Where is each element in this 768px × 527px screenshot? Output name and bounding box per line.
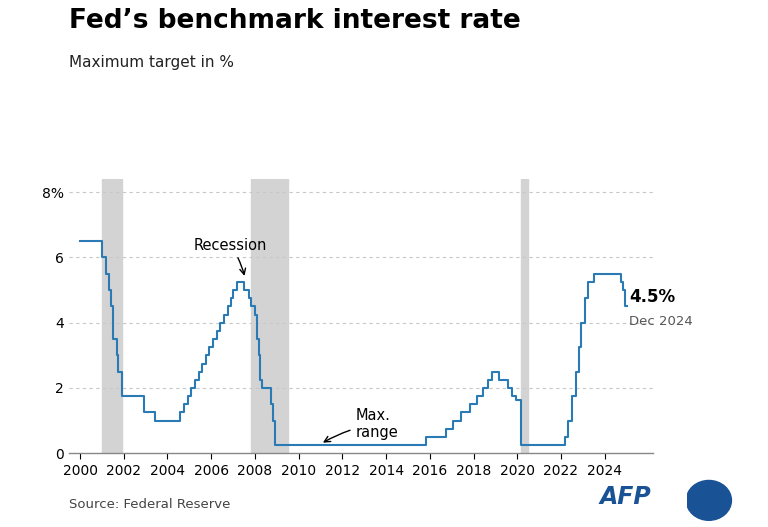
Text: 4.5%: 4.5% bbox=[629, 288, 675, 306]
Text: Source: Federal Reserve: Source: Federal Reserve bbox=[69, 498, 230, 511]
Text: AFP: AFP bbox=[599, 484, 650, 509]
Text: Max.
range: Max. range bbox=[324, 407, 399, 442]
Text: Recession: Recession bbox=[194, 238, 267, 275]
Bar bbox=[521, 179, 528, 453]
Circle shape bbox=[687, 481, 731, 520]
Text: Dec 2024: Dec 2024 bbox=[629, 315, 693, 328]
Text: Maximum target in %: Maximum target in % bbox=[69, 55, 234, 70]
Bar bbox=[102, 179, 122, 453]
Bar bbox=[251, 179, 288, 453]
Text: Fed’s benchmark interest rate: Fed’s benchmark interest rate bbox=[69, 8, 521, 34]
